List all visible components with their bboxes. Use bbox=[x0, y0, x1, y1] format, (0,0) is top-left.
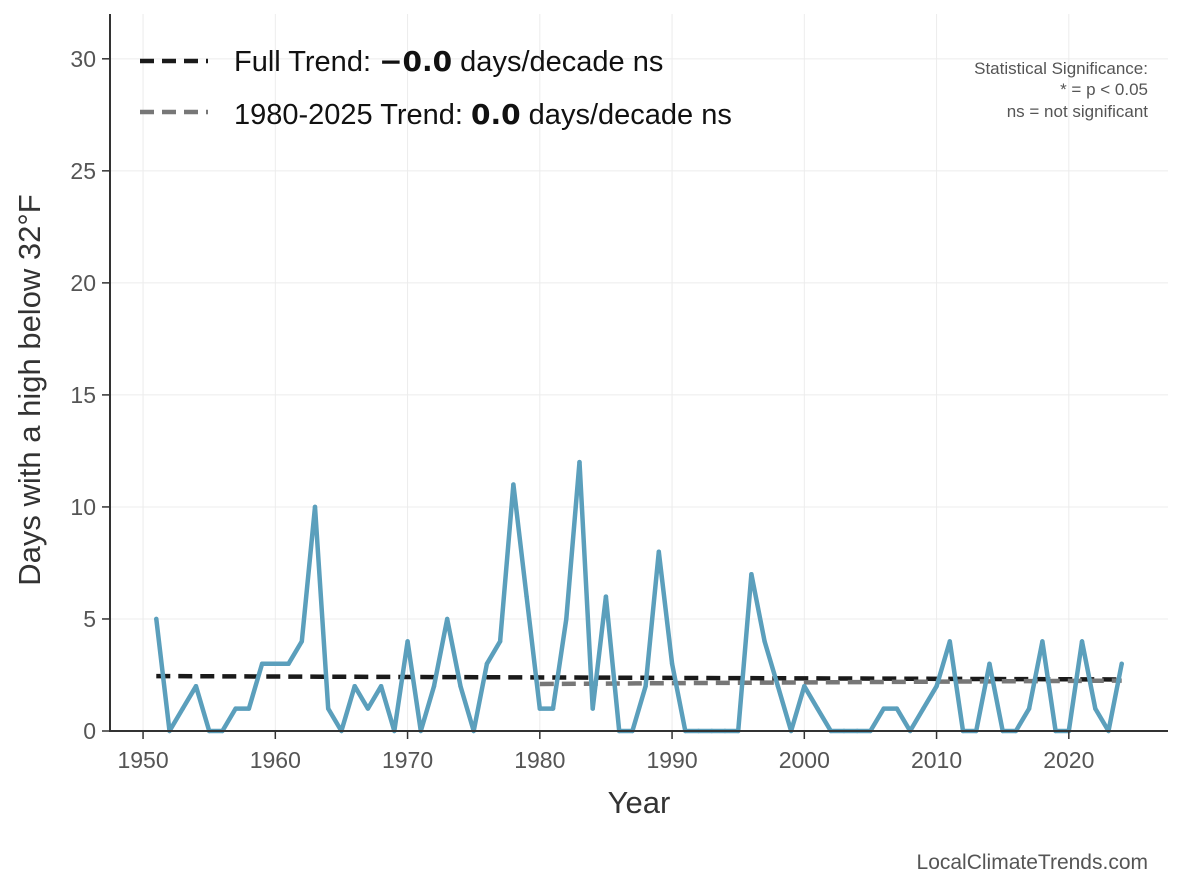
legend: Full Trend: −0.0 days/decade ns 1980-202… bbox=[140, 45, 732, 131]
data-point bbox=[259, 661, 265, 666]
data-point bbox=[947, 639, 952, 644]
recent-trend-line bbox=[539, 678, 1122, 687]
data-point bbox=[577, 459, 582, 465]
data-point bbox=[881, 706, 886, 711]
y-tick-label: 15 bbox=[70, 382, 96, 408]
x-axis-title: Year bbox=[608, 785, 671, 820]
data-point bbox=[921, 706, 926, 711]
data-point bbox=[193, 683, 199, 689]
data-point bbox=[484, 661, 490, 666]
data-point bbox=[312, 504, 318, 510]
legend-suffix: days/decade ns bbox=[521, 99, 732, 131]
data-point bbox=[1093, 706, 1098, 711]
data-point bbox=[550, 706, 556, 711]
data-point bbox=[894, 706, 900, 711]
data-point bbox=[1079, 639, 1085, 644]
y-tick-label: 0 bbox=[83, 718, 96, 744]
data-point bbox=[934, 683, 939, 689]
data-point bbox=[643, 683, 648, 689]
data-point bbox=[1026, 706, 1032, 711]
data-point bbox=[458, 683, 463, 689]
legend-value: 0.0 bbox=[471, 98, 521, 131]
y-tick-label: 10 bbox=[70, 494, 96, 520]
data-point bbox=[154, 616, 159, 622]
y-tick-label: 20 bbox=[70, 270, 96, 296]
x-tick-label: 1990 bbox=[646, 747, 697, 773]
significance-note: Statistical Significance: * = p < 0.05 n… bbox=[974, 59, 1148, 121]
data-point bbox=[365, 706, 371, 711]
y-tick-labels: 0 5 10 15 20 25 30 bbox=[70, 46, 110, 744]
significance-note-line: Statistical Significance: bbox=[974, 59, 1148, 78]
data-point bbox=[590, 706, 595, 711]
data-point bbox=[378, 683, 384, 689]
legend-entry-recent-trend: 1980-2025 Trend: 0.0 days/decade ns bbox=[234, 98, 732, 131]
data-series bbox=[154, 459, 1124, 734]
legend-prefix: Full Trend: bbox=[234, 46, 379, 78]
data-point bbox=[233, 706, 238, 711]
x-tick-label: 1950 bbox=[117, 747, 168, 773]
data-point bbox=[180, 706, 185, 711]
significance-note-line: * = p < 0.05 bbox=[1060, 80, 1148, 99]
data-point bbox=[749, 571, 754, 577]
trend-lines bbox=[156, 673, 1122, 687]
x-tick-label: 2020 bbox=[1043, 747, 1094, 773]
data-point bbox=[1119, 661, 1124, 666]
data-point bbox=[246, 706, 252, 711]
data-point bbox=[603, 594, 609, 599]
data-point bbox=[987, 661, 992, 666]
x-tick-label: 1960 bbox=[250, 747, 301, 773]
data-point bbox=[537, 706, 543, 711]
legend-value: −0.0 bbox=[379, 45, 452, 78]
y-tick-label: 25 bbox=[70, 158, 96, 184]
data-point bbox=[405, 639, 410, 644]
data-point bbox=[802, 683, 807, 689]
data-point bbox=[273, 661, 278, 666]
legend-prefix: 1980-2025 Trend: bbox=[234, 99, 471, 131]
x-tick-label: 2010 bbox=[911, 747, 962, 773]
data-point bbox=[299, 639, 304, 644]
x-tick-label: 2000 bbox=[779, 747, 830, 773]
data-point bbox=[352, 683, 357, 689]
grid-lines bbox=[110, 14, 1168, 732]
y-tick-label: 5 bbox=[83, 606, 96, 632]
data-point bbox=[564, 616, 569, 622]
data-point bbox=[497, 639, 503, 644]
data-point bbox=[815, 706, 820, 711]
credit-text: LocalClimateTrends.com bbox=[917, 851, 1148, 874]
data-point bbox=[669, 661, 675, 666]
data-point bbox=[431, 683, 437, 689]
data-point bbox=[656, 549, 662, 554]
data-point bbox=[326, 706, 331, 711]
data-point bbox=[445, 616, 450, 622]
x-tick-label: 1970 bbox=[382, 747, 433, 773]
data-point bbox=[762, 639, 767, 644]
series-line bbox=[154, 459, 1124, 734]
data-point bbox=[511, 482, 516, 487]
full-trend-line bbox=[156, 673, 1122, 682]
y-tick-label: 30 bbox=[70, 46, 96, 72]
data-point bbox=[775, 683, 781, 689]
legend-entry-full-trend: Full Trend: −0.0 days/decade ns bbox=[234, 45, 663, 78]
axes bbox=[109, 14, 1168, 732]
x-tick-labels: 1950 1960 1970 1980 1990 2000 2010 2020 bbox=[117, 731, 1094, 773]
y-axis-title: Days with a high below 32°F bbox=[12, 194, 47, 585]
significance-note-line: ns = not significant bbox=[1007, 102, 1149, 121]
data-point bbox=[1040, 639, 1045, 644]
data-point bbox=[286, 661, 291, 666]
x-tick-label: 1980 bbox=[514, 747, 565, 773]
legend-suffix: days/decade ns bbox=[452, 46, 663, 78]
data-point bbox=[524, 594, 529, 599]
